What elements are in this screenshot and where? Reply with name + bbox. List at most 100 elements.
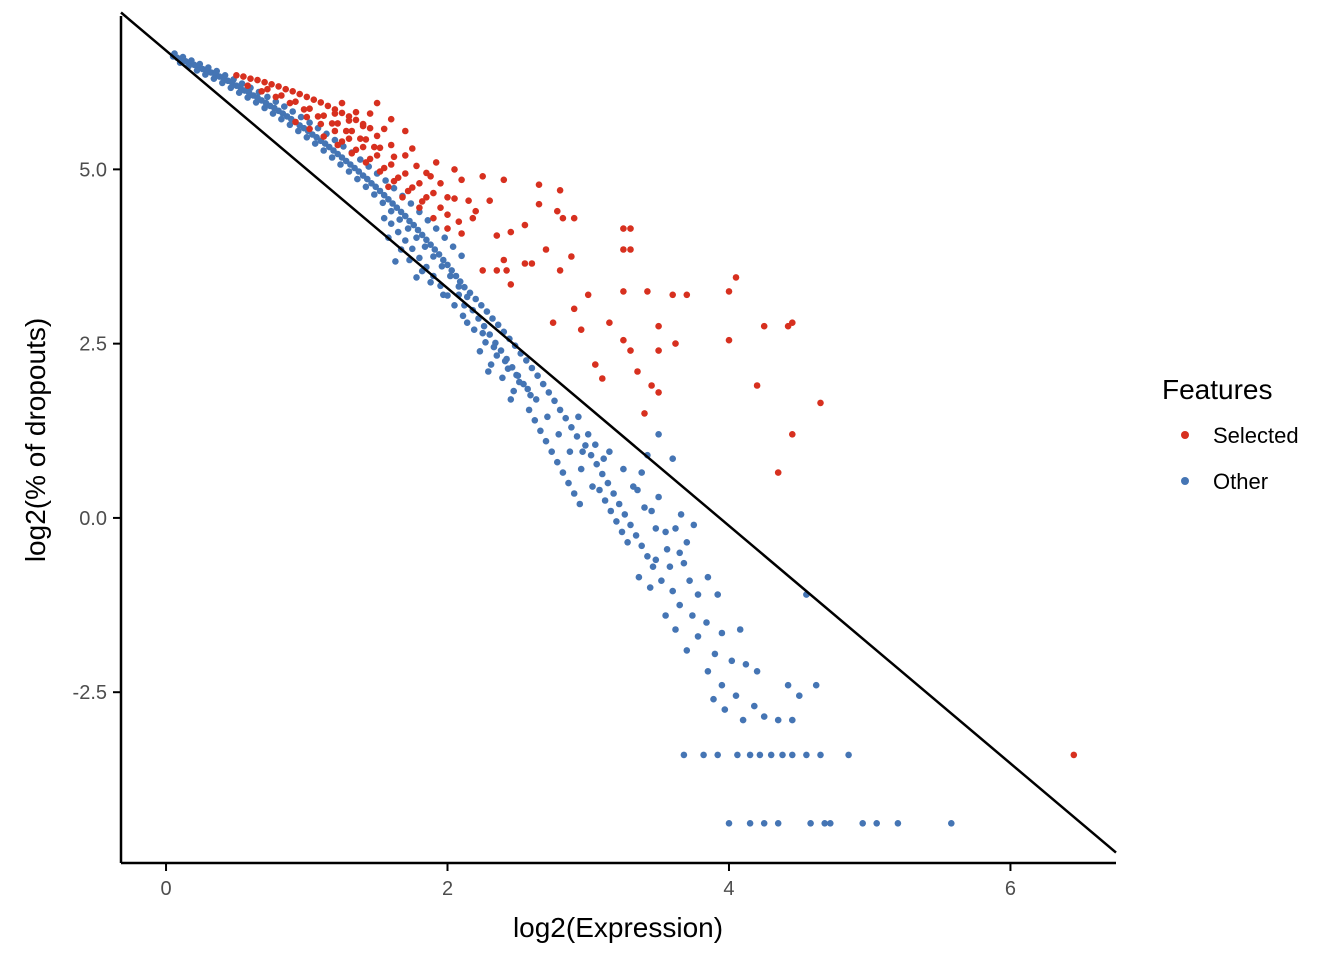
point-selected	[345, 135, 353, 142]
point-other	[382, 177, 389, 184]
point-selected	[261, 78, 268, 86]
point-selected	[268, 81, 275, 88]
point-other	[459, 312, 467, 320]
point-selected	[254, 76, 261, 84]
point-selected	[655, 322, 662, 330]
point-other	[593, 460, 600, 468]
point-selected	[683, 291, 691, 299]
point-other	[179, 53, 187, 61]
point-other	[655, 493, 662, 501]
point-other	[444, 261, 451, 269]
point-selected	[366, 155, 374, 163]
point-other	[409, 245, 416, 253]
point-other	[779, 751, 786, 759]
point-other	[532, 396, 540, 403]
point-other	[440, 256, 447, 264]
point-selected	[359, 143, 367, 151]
point-other	[516, 378, 523, 386]
point-other	[430, 253, 437, 260]
point-other	[504, 365, 512, 373]
point-other	[641, 504, 648, 511]
point-other	[610, 490, 617, 497]
point-other	[948, 820, 955, 827]
point-other	[261, 104, 268, 112]
point-other	[599, 470, 606, 478]
point-selected	[627, 225, 634, 232]
point-other	[584, 431, 592, 438]
point-selected	[286, 99, 294, 107]
point-other	[669, 587, 676, 595]
point-other	[295, 127, 302, 135]
point-selected	[486, 197, 494, 204]
point-selected	[592, 361, 599, 368]
point-selected	[559, 214, 567, 222]
point-other	[666, 563, 674, 570]
point-other	[410, 221, 418, 229]
point-other	[455, 283, 463, 290]
point-other	[652, 525, 660, 532]
point-other	[774, 716, 782, 724]
point-selected	[451, 195, 458, 202]
point-other	[513, 371, 520, 379]
point-selected	[725, 336, 733, 344]
point-other	[414, 226, 422, 234]
point-selected	[620, 246, 627, 253]
x-tick-label: 4	[723, 878, 734, 900]
point-other	[289, 108, 297, 115]
point-selected	[296, 90, 304, 98]
point-other	[490, 343, 498, 351]
point-selected	[620, 288, 627, 295]
point-selected	[725, 288, 733, 295]
point-other	[551, 397, 558, 405]
point-other	[753, 668, 761, 675]
point-other	[337, 161, 344, 168]
point-other	[404, 225, 412, 232]
point-selected	[402, 170, 409, 177]
point-selected	[500, 256, 508, 264]
legend-title: Features	[1162, 374, 1273, 405]
point-selected	[644, 288, 651, 295]
point-selected	[655, 347, 662, 354]
point-other	[244, 94, 251, 101]
point-selected	[627, 246, 634, 253]
point-other	[680, 559, 688, 567]
point-other	[589, 483, 596, 490]
point-other	[618, 528, 626, 536]
point-selected	[669, 291, 676, 299]
point-selected	[409, 145, 416, 152]
point-other	[355, 168, 363, 175]
point-selected	[402, 127, 409, 135]
point-other	[624, 539, 631, 546]
point-selected	[760, 322, 768, 330]
point-other	[448, 267, 456, 274]
point-other	[690, 521, 698, 529]
point-selected	[324, 102, 332, 110]
point-selected	[416, 204, 423, 211]
point-other	[219, 79, 226, 87]
point-other	[721, 706, 729, 713]
point-selected	[306, 105, 313, 112]
point-other	[501, 357, 509, 365]
point-other	[760, 713, 768, 720]
point-other	[482, 339, 489, 346]
point-selected	[376, 144, 384, 152]
point-other	[235, 89, 243, 96]
point-selected	[423, 169, 430, 177]
point-other	[227, 84, 235, 92]
point-other	[306, 119, 313, 126]
point-other	[525, 406, 533, 414]
point-other	[452, 272, 460, 280]
point-other	[672, 525, 679, 532]
point-selected	[314, 113, 322, 120]
point-other	[686, 577, 693, 584]
point-other	[269, 110, 277, 117]
point-other	[537, 427, 544, 435]
point-selected	[451, 166, 458, 173]
point-selected	[465, 197, 472, 204]
point-other	[615, 500, 623, 508]
point-other	[402, 237, 409, 244]
point-selected	[416, 180, 423, 187]
point-selected	[1070, 751, 1078, 759]
point-other	[441, 234, 449, 241]
point-selected	[784, 322, 792, 330]
